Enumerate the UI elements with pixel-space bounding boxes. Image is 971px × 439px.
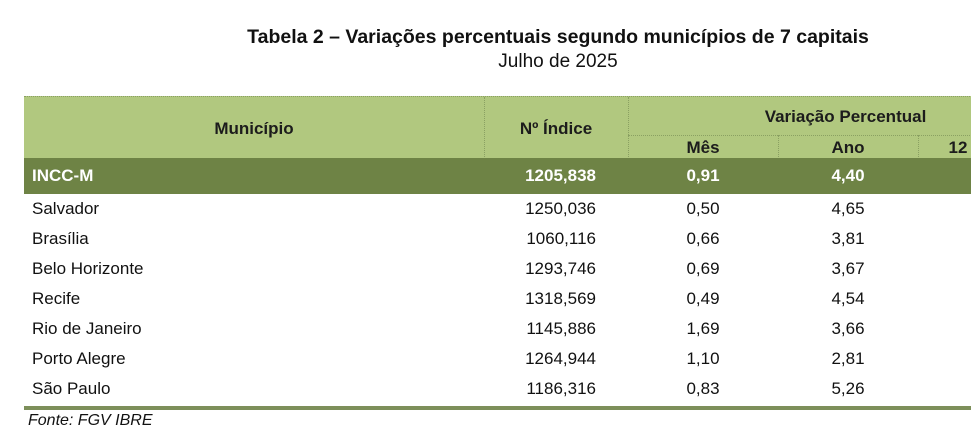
data-table: Município Nº Índice Variação Percentual … <box>24 96 971 412</box>
header-divider <box>628 135 971 136</box>
table-row: Brasília 1060,116 0,66 3,81 <box>24 224 971 254</box>
col-header-indice: Nº Índice <box>519 119 593 138</box>
summary-municipio: INCC-M <box>32 166 94 185</box>
cell-indice: 1186,316 <box>526 379 596 398</box>
cell-mes: 1,10 <box>686 349 720 368</box>
cell-ano: 5,26 <box>831 379 865 398</box>
table-title: Tabela 2 – Variações percentuais segundo… <box>247 26 869 48</box>
col-header-municipio: Município <box>214 119 294 138</box>
cell-municipio: São Paulo <box>32 379 111 398</box>
col-header-mes: Mês <box>686 138 720 157</box>
header-divider <box>628 97 629 159</box>
table-row: Rio de Janeiro 1145,886 1,69 3,66 <box>24 314 971 344</box>
col-header-variacao: Variação Percentual <box>764 107 927 126</box>
cell-indice: 1293,746 <box>525 259 596 278</box>
cell-municipio: Porto Alegre <box>32 349 126 368</box>
header-divider <box>484 97 485 159</box>
cell-indice: 1264,944 <box>525 349 596 368</box>
cell-mes: 0,50 <box>686 199 720 218</box>
cell-ano: 4,54 <box>831 289 865 308</box>
cell-municipio: Rio de Janeiro <box>32 319 142 338</box>
table-bottom-rule <box>24 406 971 410</box>
cell-ano: 4,65 <box>831 199 865 218</box>
col-header-ano: Ano <box>831 138 865 157</box>
cell-municipio: Recife <box>32 289 81 308</box>
cell-mes: 0,69 <box>686 259 720 278</box>
summary-indice: 1205,838 <box>525 166 596 185</box>
table-row: São Paulo 1186,316 0,83 5,26 <box>24 374 971 404</box>
cell-ano: 3,66 <box>831 319 865 338</box>
summary-mes: 0,91 <box>686 166 720 185</box>
cell-indice: 1318,569 <box>525 289 596 308</box>
cell-mes: 1,69 <box>686 319 720 338</box>
table-header: Município Nº Índice Variação Percentual … <box>24 96 971 159</box>
cell-mes: 0,66 <box>686 229 720 248</box>
summary-ano: 4,40 <box>831 166 865 185</box>
cell-municipio: Salvador <box>32 199 100 218</box>
cell-mes: 0,49 <box>686 289 720 308</box>
header-divider <box>918 135 919 159</box>
table-row: Salvador 1250,036 0,50 4,65 <box>24 194 971 224</box>
cell-ano: 3,81 <box>831 229 865 248</box>
header-divider <box>778 135 779 159</box>
table-row: Recife 1318,569 0,49 4,54 <box>24 284 971 314</box>
cell-municipio: Brasília <box>32 229 89 248</box>
cell-municipio: Belo Horizonte <box>32 259 144 278</box>
summary-row: INCC-M 1205,838 0,91 4,40 <box>24 158 971 194</box>
table-row: Belo Horizonte 1293,746 0,69 3,67 <box>24 254 971 284</box>
table-subtitle: Julho de 2025 <box>498 51 618 72</box>
cell-ano: 2,81 <box>831 349 865 368</box>
cell-indice: 1250,036 <box>525 199 596 218</box>
cell-mes: 0,83 <box>686 379 720 398</box>
source-note: Fonte: FGV IBRE <box>28 412 153 429</box>
cell-indice: 1060,116 <box>526 229 596 248</box>
cell-ano: 3,67 <box>831 259 865 278</box>
cell-indice: 1145,886 <box>526 319 596 338</box>
table-row: Porto Alegre 1264,944 1,10 2,81 <box>24 344 971 374</box>
col-header-12-meses: 12 <box>948 138 968 157</box>
